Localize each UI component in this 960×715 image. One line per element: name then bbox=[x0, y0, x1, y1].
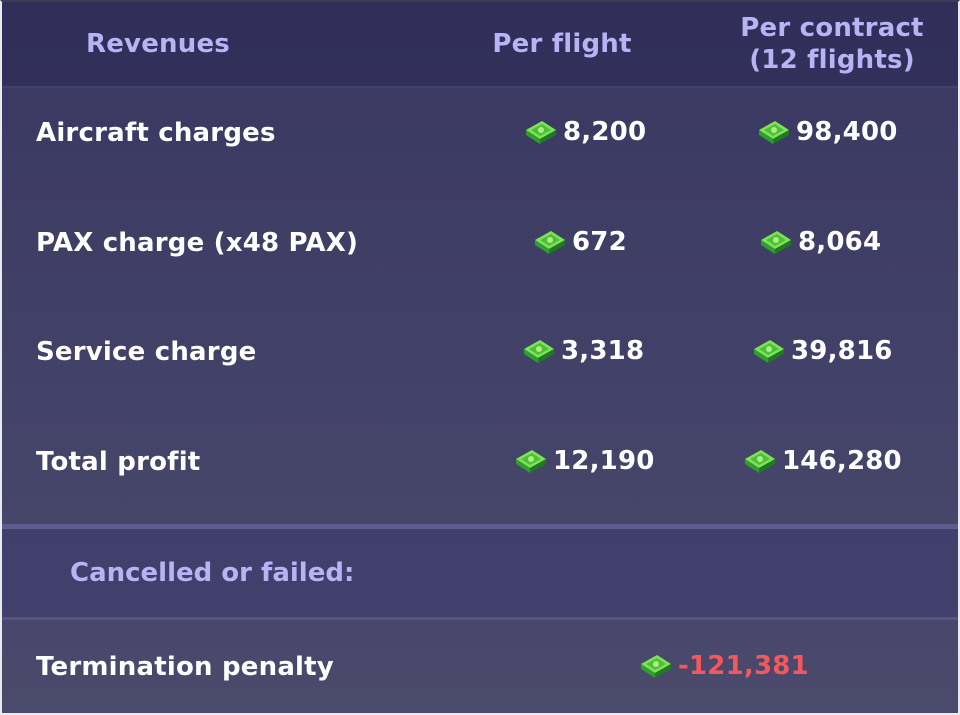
value-pax-per-contract: 8,064 bbox=[759, 224, 881, 260]
cash-stack-icon bbox=[754, 340, 784, 363]
row-label-aircraft-charges: Aircraft charges bbox=[36, 118, 276, 148]
value-termination-penalty: -121,381 bbox=[639, 648, 809, 684]
cash-stack-icon bbox=[526, 121, 556, 144]
row-label-termination-penalty: Termination penalty bbox=[36, 652, 334, 682]
cash-stack-icon bbox=[761, 231, 791, 254]
cash-stack-icon bbox=[759, 121, 789, 144]
value-text: 672 bbox=[572, 227, 627, 257]
row-label-pax-charge: PAX charge (x48 PAX) bbox=[36, 228, 359, 258]
header-revenues: Revenues bbox=[86, 29, 230, 59]
value-text: 8,064 bbox=[798, 227, 882, 257]
cancelled-section-band bbox=[2, 524, 958, 620]
value-text: 39,816 bbox=[791, 336, 893, 366]
value-total-per-contract: 146,280 bbox=[743, 443, 902, 479]
value-text: 8,200 bbox=[563, 117, 647, 147]
cash-stack-icon bbox=[641, 655, 671, 678]
row-label-service-charge: Service charge bbox=[36, 337, 257, 367]
header-per-contract: Per contract (12 flights) bbox=[732, 12, 932, 76]
value-text: 146,280 bbox=[782, 446, 902, 476]
value-service-per-contract: 39,816 bbox=[752, 333, 893, 369]
value-aircraft-per-contract: 98,400 bbox=[757, 114, 898, 150]
row-label-total-profit: Total profit bbox=[36, 447, 201, 477]
cancelled-heading: Cancelled or failed: bbox=[70, 558, 355, 588]
cash-stack-icon bbox=[516, 450, 546, 473]
value-service-per-flight: 3,318 bbox=[522, 333, 644, 369]
value-aircraft-per-flight: 8,200 bbox=[524, 114, 646, 150]
cash-stack-icon bbox=[524, 340, 554, 363]
header-per-contract-line1: Per contract bbox=[740, 13, 924, 43]
header-per-contract-line2: (12 flights) bbox=[749, 45, 915, 75]
value-pax-per-flight: 672 bbox=[533, 224, 627, 260]
value-total-per-flight: 12,190 bbox=[514, 443, 655, 479]
value-text: 12,190 bbox=[553, 446, 655, 476]
value-text: 3,318 bbox=[561, 336, 645, 366]
header-per-flight: Per flight bbox=[492, 29, 632, 59]
cash-stack-icon bbox=[745, 450, 775, 473]
table-header bbox=[2, 2, 958, 88]
value-text: -121,381 bbox=[678, 651, 809, 681]
cash-stack-icon bbox=[535, 231, 565, 254]
value-text: 98,400 bbox=[796, 117, 898, 147]
